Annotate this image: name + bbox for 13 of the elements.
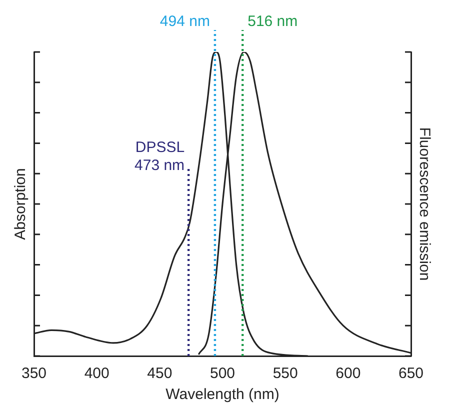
ref-line-label: 494 nm xyxy=(160,13,210,30)
y-axis-title: Absorption xyxy=(12,168,30,240)
x-tick-label: 400 xyxy=(84,365,110,382)
ref-line-label: DPSSL 473 nm xyxy=(134,139,185,174)
x-tick-label: 600 xyxy=(336,365,361,382)
x-tick-label: 500 xyxy=(210,365,236,382)
x-axis-title: Wavelength (nm) xyxy=(166,386,280,404)
ref-line-label: 516 nm xyxy=(248,13,298,30)
y2-axis-title: Fluorescence emission xyxy=(416,127,433,281)
x-tick-label: 650 xyxy=(398,365,424,382)
x-tick-label: 550 xyxy=(272,365,298,382)
x-tick-label: 450 xyxy=(147,365,172,382)
x-tick-label: 350 xyxy=(21,365,47,382)
